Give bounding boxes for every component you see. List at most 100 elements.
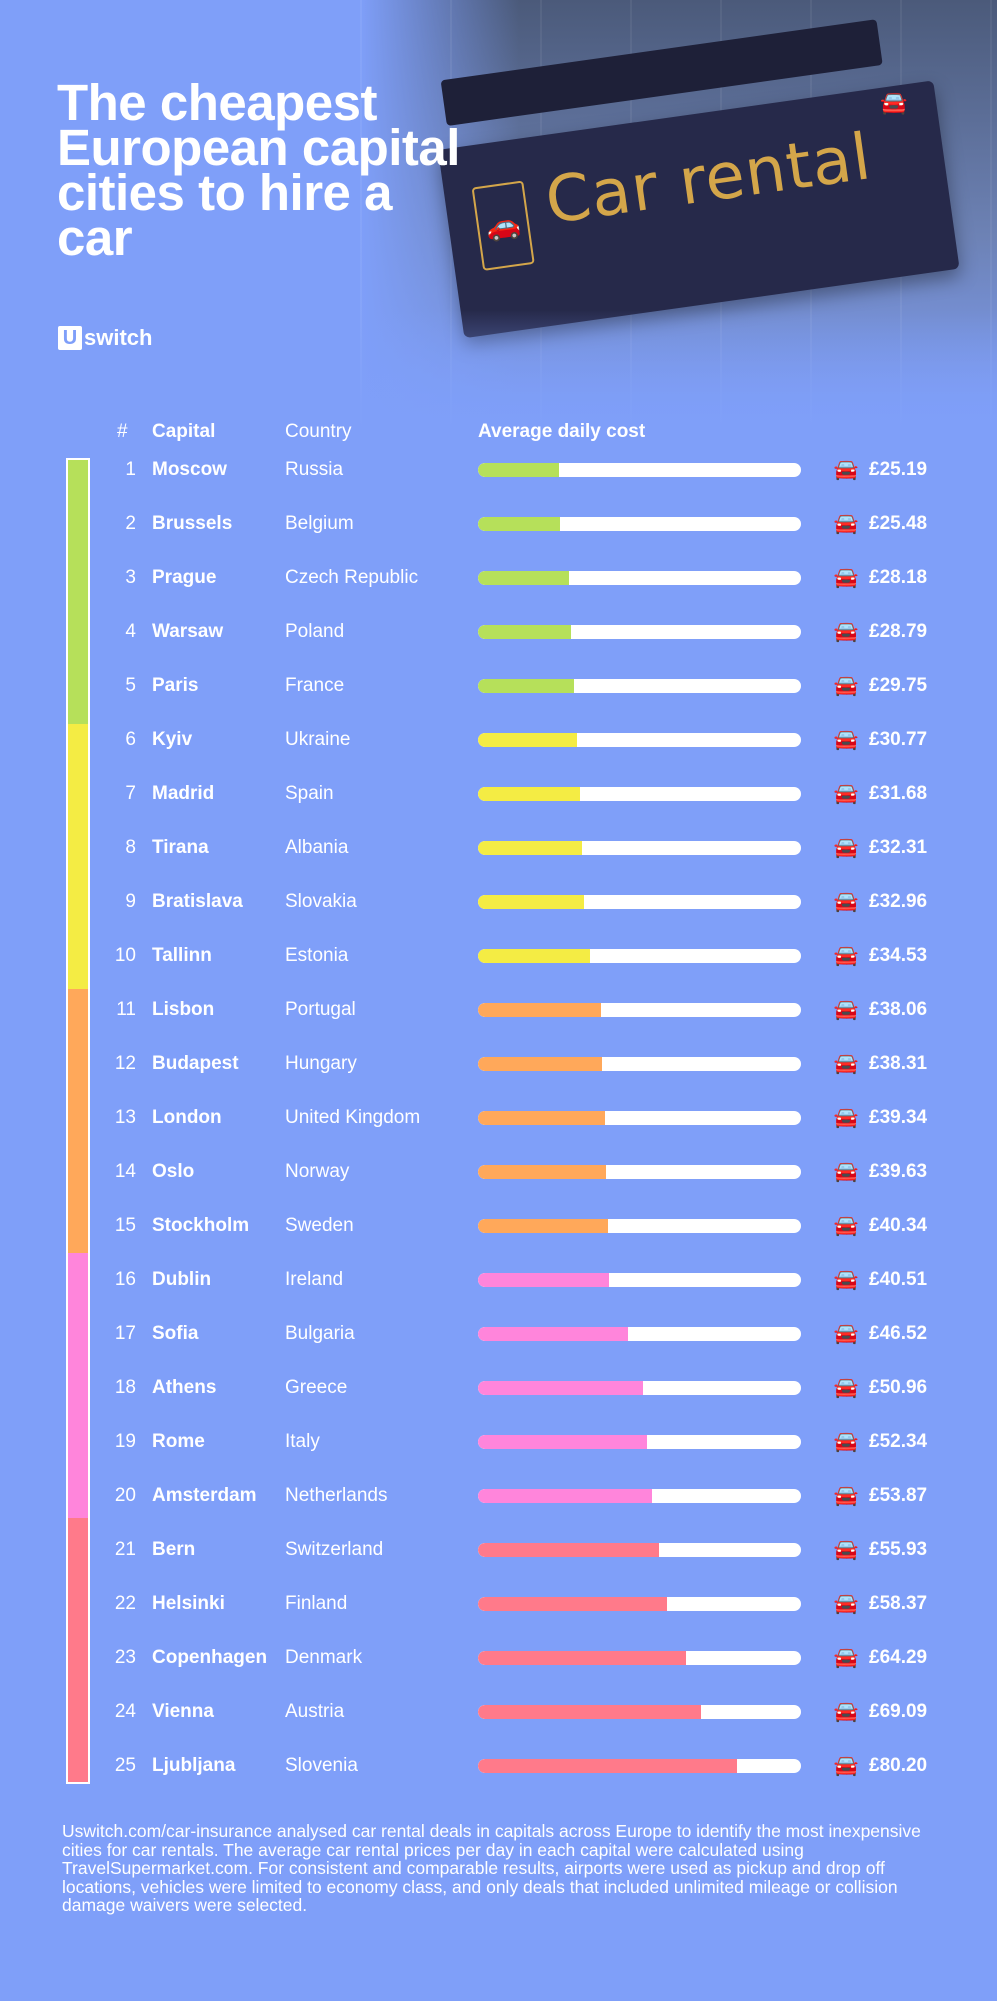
rank-number: 5 (125, 675, 136, 696)
rank-number: 12 (114, 1053, 136, 1074)
capital-name: Bratislava (152, 891, 243, 912)
capital-name: Madrid (152, 783, 215, 804)
table-row: 21 Bern Switzerland 🚘 £55.93 (0, 1535, 997, 1565)
table-row: 16 Dublin Ireland 🚘 £40.51 (0, 1265, 997, 1295)
price-label: £64.29 (869, 1647, 928, 1668)
rank-number: 23 (114, 1647, 136, 1668)
car-icon: 🚘 (833, 1269, 859, 1291)
cost-bar (478, 1273, 609, 1287)
methodology-footnote: Uswitch.com/car-insurance analysed car r… (62, 1821, 921, 1915)
country-name: Spain (285, 783, 334, 804)
price-label: £39.63 (869, 1161, 928, 1182)
cost-bar-track (478, 463, 801, 477)
country-name: Slovakia (285, 891, 357, 912)
price-label: £25.48 (869, 513, 928, 534)
cost-bar (478, 1381, 643, 1395)
cost-bar (478, 517, 561, 531)
table-row: 18 Athens Greece 🚘 £50.96 (0, 1373, 997, 1403)
cost-bar-track (478, 1597, 801, 1611)
car-icon: 🚘 (833, 1161, 859, 1183)
car-icon: 🚘 (833, 1053, 859, 1075)
country-name: Sweden (285, 1215, 354, 1236)
cost-bar (478, 679, 575, 693)
rank-number: 14 (114, 1161, 136, 1182)
table-row: 10 Tallinn Estonia 🚘 £34.53 (0, 941, 997, 971)
car-icon: 🚘 (833, 459, 859, 481)
capital-name: Prague (152, 567, 217, 588)
tier-segment-5 (68, 1517, 88, 1783)
price-label: £34.53 (869, 945, 928, 966)
price-label: £40.34 (869, 1215, 928, 1236)
capital-name: Bern (152, 1539, 196, 1560)
table-row: 9 Bratislava Slovakia 🚘 £32.96 (0, 887, 997, 917)
capital-name: Vienna (152, 1701, 214, 1722)
car-icon: 🚘 (833, 1377, 859, 1399)
table-row: 12 Budapest Hungary 🚘 £38.31 (0, 1049, 997, 1079)
rank-number: 11 (116, 999, 136, 1020)
price-label: £46.52 (869, 1323, 928, 1344)
table-header: # Capital Country Average daily cost (0, 421, 997, 447)
capital-name: Tirana (152, 837, 209, 858)
sign-text: Car rental (541, 120, 876, 240)
country-name: Russia (285, 459, 344, 480)
car-icon: 🚘 (833, 1323, 859, 1345)
capital-name: London (152, 1107, 222, 1128)
country-name: Estonia (285, 945, 349, 966)
car-key-icon: 🚗 (471, 180, 535, 271)
price-label: £38.31 (869, 1053, 928, 1074)
car-icon: 🚘 (833, 1701, 859, 1723)
cost-bar (478, 1597, 667, 1611)
tier-segment-2 (68, 724, 88, 989)
country-name: Switzerland (285, 1539, 384, 1560)
cost-bar (478, 841, 583, 855)
cost-bar-track (478, 625, 801, 639)
table-row: 23 Copenhagen Denmark 🚘 £64.29 (0, 1643, 997, 1673)
rank-number: 4 (125, 621, 136, 642)
table-row: 4 Warsaw Poland 🚘 £28.79 (0, 617, 997, 647)
header-rank: # (117, 421, 128, 442)
price-label: £32.96 (869, 891, 928, 912)
table-row: 13 London United Kingdom 🚘 £39.34 (0, 1103, 997, 1133)
table-row: 19 Rome Italy 🚘 £52.34 (0, 1427, 997, 1457)
logo-letter: U (58, 326, 82, 350)
country-name: Ireland (285, 1269, 344, 1290)
table-row: 17 Sofia Bulgaria 🚘 £46.52 (0, 1319, 997, 1349)
cost-bar (478, 1435, 648, 1449)
hero-fade (360, 310, 997, 430)
cost-bar (478, 733, 578, 747)
capital-name: Moscow (152, 459, 227, 480)
rank-number: 8 (125, 837, 136, 858)
cost-bar (478, 1165, 606, 1179)
tier-segment-1 (68, 460, 88, 725)
country-name: Ukraine (285, 729, 351, 750)
price-label: £80.20 (869, 1755, 928, 1776)
car-icon: 🚘 (833, 783, 859, 805)
car-icon: 🚘 (880, 90, 908, 115)
cost-bar (478, 1219, 609, 1233)
cost-bar (478, 1489, 652, 1503)
price-label: £50.96 (869, 1377, 928, 1398)
table-row: 5 Paris France 🚘 £29.75 (0, 671, 997, 701)
rank-number: 17 (114, 1323, 136, 1344)
country-name: Poland (285, 621, 345, 642)
cost-bar (478, 1543, 659, 1557)
cost-bar-track (478, 571, 801, 585)
car-icon: 🚘 (833, 891, 859, 913)
car-icon: 🚘 (833, 675, 859, 697)
price-label: £40.51 (869, 1269, 928, 1290)
country-name: Belgium (285, 513, 354, 534)
rank-number: 16 (114, 1269, 136, 1290)
car-icon: 🚘 (833, 1647, 859, 1669)
cost-bar (478, 625, 571, 639)
cost-bar (478, 1327, 629, 1341)
country-name: Italy (285, 1431, 320, 1452)
capital-name: Sofia (152, 1323, 199, 1344)
table-row: 14 Oslo Norway 🚘 £39.63 (0, 1157, 997, 1187)
car-icon: 🚘 (833, 513, 859, 535)
country-name: Norway (285, 1161, 350, 1182)
table-row: 3 Prague Czech Republic 🚘 £28.18 (0, 563, 997, 593)
rank-number: 7 (125, 783, 136, 804)
capital-name: Kyiv (152, 729, 193, 750)
cost-bar-track (478, 1003, 801, 1017)
country-name: Austria (285, 1701, 345, 1722)
